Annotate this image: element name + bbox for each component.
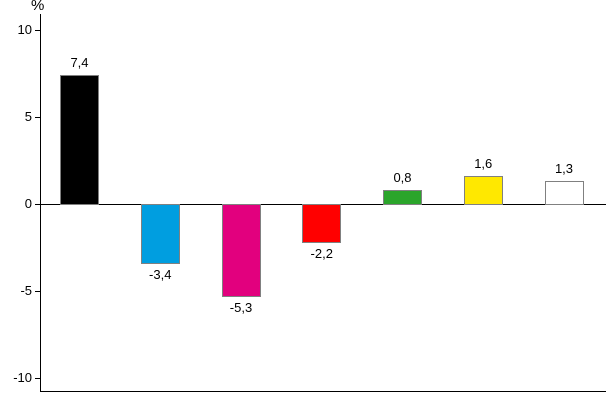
bar-3	[221, 204, 261, 297]
bar-value-label-6: 1,6	[474, 156, 493, 171]
bar-value-label-4: -2,2	[310, 246, 333, 261]
y-axis-unit-label: %	[31, 0, 45, 14]
x-axis-line	[40, 391, 606, 392]
bar-value-label-5: 0,8	[393, 170, 412, 185]
y-axis-tick-label-5: 5	[24, 109, 32, 124]
bar-value-label-3: -5,3	[229, 300, 253, 315]
bar-value-label-2: -3,4	[149, 267, 172, 282]
y-axis-tick-0	[35, 204, 40, 205]
bar-value-label-1: 7,4	[70, 55, 89, 70]
bar-2	[140, 204, 180, 264]
bar-1	[60, 75, 99, 205]
y-axis-tick-label-10: 10	[17, 22, 32, 37]
bar-7	[544, 181, 584, 205]
y-axis-tick-label--5: -5	[20, 283, 32, 298]
bar-4	[302, 204, 342, 243]
y-axis-tick-10	[35, 30, 40, 31]
y-axis-line	[40, 14, 41, 392]
y-axis-tick-label-0: 0	[24, 196, 32, 211]
y-axis-tick--5	[35, 291, 40, 292]
y-axis-tick-5	[35, 117, 40, 118]
bar-5	[383, 190, 422, 205]
bar-6	[463, 176, 503, 205]
y-axis-tick-label--10: -10	[13, 370, 32, 385]
y-axis-tick--10	[35, 378, 40, 379]
bar-value-label-7: 1,3	[554, 161, 574, 176]
